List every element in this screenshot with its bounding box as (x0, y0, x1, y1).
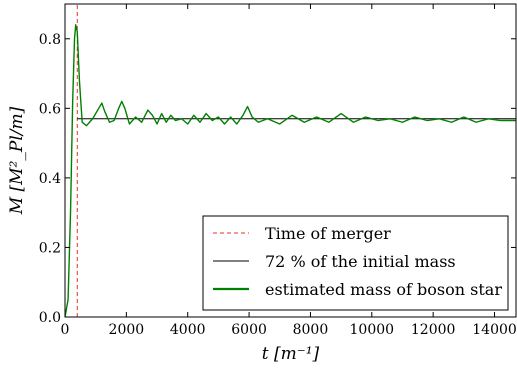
x-tick-label: 4000 (170, 322, 206, 338)
y-tick-label: 0.2 (39, 240, 61, 256)
y-tick-label: 0.8 (39, 32, 61, 48)
legend-label: Time of merger (265, 224, 391, 243)
legend-label: estimated mass of boson star (265, 280, 502, 299)
x-tick-label: 8000 (293, 322, 329, 338)
legend-box (202, 215, 509, 311)
x-tick-label: 6000 (231, 322, 267, 338)
x-tick-label: 10000 (350, 322, 395, 338)
y-tick-label: 0.0 (39, 310, 61, 326)
y-axis-label: M [M²_Pl/m] (7, 106, 27, 215)
series-line-estimated-mass-of-boson-star (65, 24, 516, 317)
plot-frame (64, 3, 517, 318)
x-tick-label: 2000 (109, 322, 145, 338)
legend-label: 72 % of the initial mass (265, 252, 456, 271)
x-tick-label: 14000 (472, 322, 517, 338)
x-tick-label: 0 (61, 322, 70, 338)
axis-ticks: 0 2000 4000 6000 8000 10000 12000 14000 0.0 0.2 0.… (39, 4, 517, 338)
x-axis-label: t [m⁻¹] (262, 344, 320, 364)
y-tick-label: 0.6 (39, 101, 61, 117)
legend: Time of merger 72 % of the initial mass es… (202, 215, 509, 311)
x-tick-label: 12000 (411, 322, 456, 338)
y-tick-label: 0.4 (39, 171, 61, 187)
